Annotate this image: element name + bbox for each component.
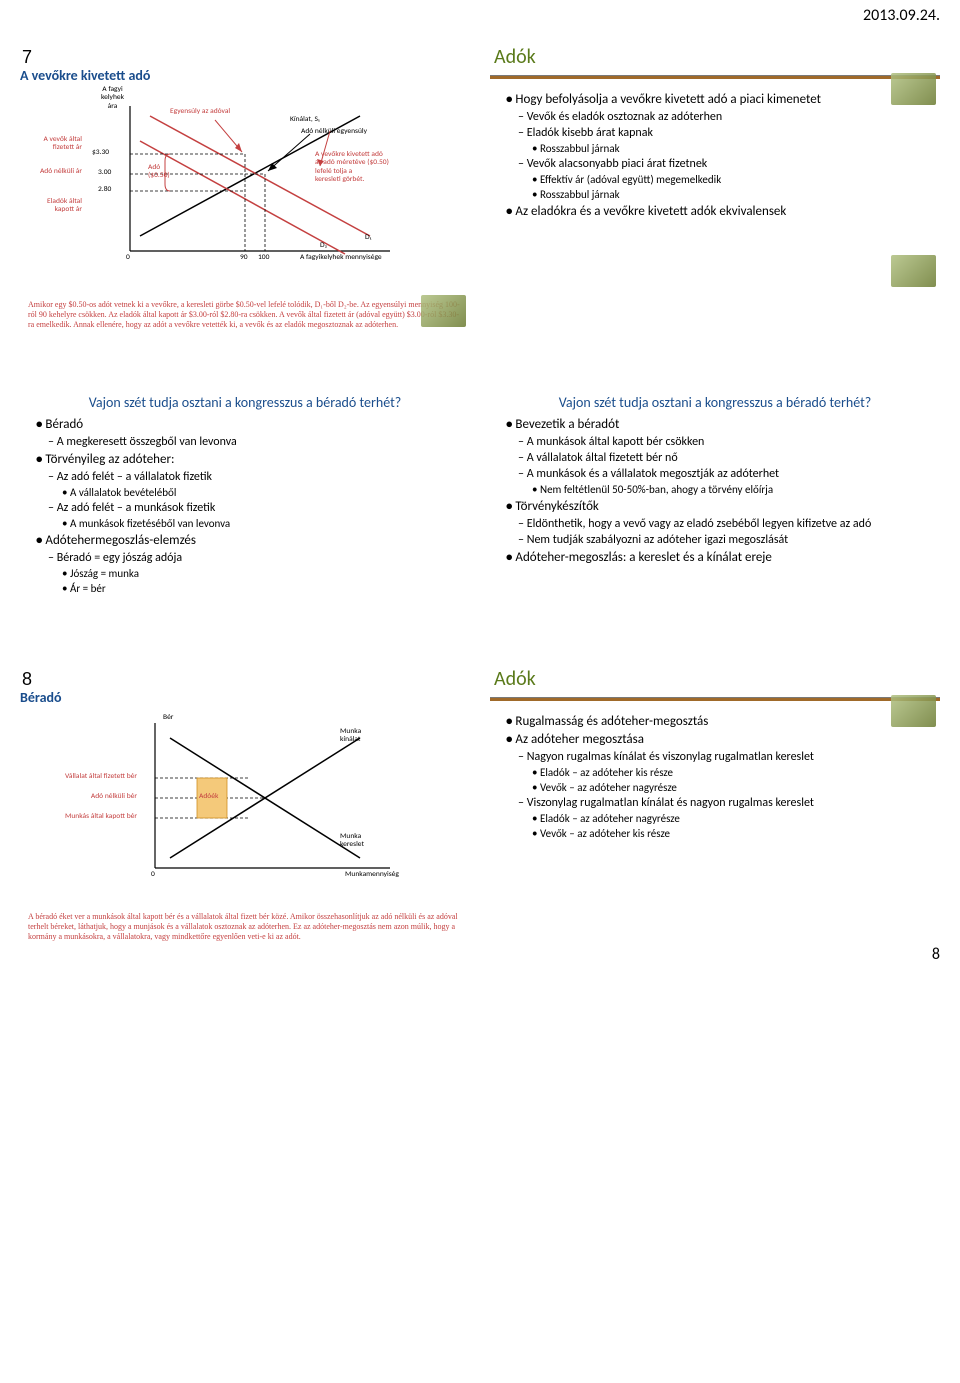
bullet: Az eladókra és a vevőkre kivetett adók e… xyxy=(506,204,930,219)
bullet: Adótehermegoszlás-elemzés xyxy=(36,533,460,548)
bullet: Béradó xyxy=(36,417,460,432)
sub2-bullet: Vevők – az adóteher kis része xyxy=(532,827,930,840)
slide-6: Adók Rugalmasság és adóteher-megosztás A… xyxy=(490,667,940,942)
demand-label: Munkakereslet xyxy=(340,833,390,850)
bullet: Törvényileg az adóteher: xyxy=(36,452,460,467)
price-seller-label: Eladók általkapott ár xyxy=(22,198,82,215)
sub2-bullet: A vállalatok bevételéből xyxy=(62,486,460,499)
sub-bullet: A megkeresett összegből van levonva xyxy=(48,435,460,449)
bullet: Hogy befolyásolja a vevőkre kivetett adó… xyxy=(506,92,930,107)
decor-icon xyxy=(891,255,936,287)
sub-bullet: Viszonylag rugalmatlan kínálat és nagyon… xyxy=(518,796,930,810)
slide-2: Adók Hogy befolyásolja a vevőkre kivetet… xyxy=(490,45,940,330)
sub2-bullet: Rosszabbul járnak xyxy=(532,142,930,155)
y-axis-label: Bér xyxy=(163,714,173,722)
price-3.30: $3.30 xyxy=(92,149,109,157)
supply-label: Kínálat, S₁ xyxy=(290,116,320,124)
slide-title: A vevőkre kivetett adó xyxy=(20,67,470,84)
sub2-bullet: Eladók – az adóteher nagyrésze xyxy=(532,812,930,825)
tax-shift-note: A vevőkre kivetett adóaz adó méretéve ($… xyxy=(315,151,420,184)
sub2-bullet: Vevők – az adóteher nagyrésze xyxy=(532,781,930,794)
slide-number: 7 xyxy=(22,47,32,68)
eq-notax-label: Adó nélküli egyensúly xyxy=(301,128,367,136)
slide-3: Vajon szét tudja osztani a kongresszus a… xyxy=(20,390,470,607)
chart-svg xyxy=(20,86,440,296)
sub-bullet: Nem tudják szabályozni az adóteher igazi… xyxy=(518,533,930,547)
sub-bullet: Eladók kisebb árat kapnak xyxy=(518,126,930,140)
wage-chart: Bér Munkakínálat Munkakereslet Munkamenn… xyxy=(20,708,440,908)
eq-with-tax-label: Egyensúly az adóval xyxy=(170,108,230,116)
x-axis-label: A fagyikelyhek mennyisége xyxy=(300,254,382,262)
slide-title: Adók xyxy=(494,45,940,69)
chart-caption: A béradó éket ver a munkások által kapot… xyxy=(20,912,470,942)
price-3.00: 3.00 xyxy=(98,169,111,177)
x-zero: 0 xyxy=(151,871,155,879)
wedge-label: Adóék xyxy=(199,793,218,801)
x-90: 90 xyxy=(240,254,248,262)
sub-bullet: A munkások és a vállalatok megosztják az… xyxy=(518,467,930,481)
x-zero: 0 xyxy=(126,254,130,262)
x-axis-label: Munkamennyiség xyxy=(345,871,399,879)
sub2-bullet: Nem feltétlenül 50-50%-ban, ahogy a törv… xyxy=(532,483,930,496)
w-notax-label: Adó nélküli bér xyxy=(22,793,137,801)
bullet: Törvénykészítők xyxy=(506,499,930,514)
sub2-bullet: Ár = bér xyxy=(62,582,460,595)
chart-caption: Amikor egy $0.50-os adót vetnek ki a vev… xyxy=(20,300,470,330)
sub2-bullet: Rosszabbul járnak xyxy=(532,188,930,201)
sub-bullet: Az adó felét – a munkások fizetik xyxy=(48,501,460,515)
sub-bullet: A vállalatok által fizetett bér nő xyxy=(518,451,930,465)
sub-bullet: A munkások által kapott bér csökken xyxy=(518,435,930,449)
sub2-bullet: A munkások fizetéséből van levonva xyxy=(62,517,460,530)
bullet: Rugalmasság és adóteher-megosztás xyxy=(506,714,930,729)
x-100: 100 xyxy=(258,254,269,262)
sub2-bullet: Eladók – az adóteher kis része xyxy=(532,766,930,779)
bullet: Adóteher-megoszlás: a kereslet és a kíná… xyxy=(506,550,930,565)
sub-bullet: Nagyon rugalmas kínálat és viszonylag ru… xyxy=(518,750,930,764)
supply-label: Munkakínálat xyxy=(340,728,390,745)
price-notax-label: Adó nélküli ár xyxy=(22,168,82,176)
sub-bullet: Eldönthetik, hogy a vevő vagy az eladó z… xyxy=(518,517,930,531)
bullet: Az adóteher megosztása xyxy=(506,732,930,747)
sub-bullet: Az adó felét – a vállalatok fizetik xyxy=(48,470,460,484)
sub-bullet: Vevők és eladók osztoznak az adóterhen xyxy=(518,110,930,124)
sub-bullet: Béradó = egy jószág adója xyxy=(48,551,460,565)
w-worker-label: Munkás által kapott bér xyxy=(22,813,137,821)
sub2-bullet: Effektív ár (adóval együtt) megemelkedik xyxy=(532,173,930,186)
slide-title: Vajon szét tudja osztani a kongresszus a… xyxy=(490,394,940,411)
slide-4: Vajon szét tudja osztani a kongresszus a… xyxy=(490,390,940,607)
tax-brace-label: Adó($0.50) xyxy=(148,164,178,181)
y-axis-label: A fagyikelyhekára xyxy=(90,86,135,111)
sub2-bullet: Jószág = munka xyxy=(62,567,460,580)
price-buyer-label: A vevők általfizetett ár xyxy=(22,136,82,153)
slide-title: Adók xyxy=(494,667,940,691)
page-number: 8 xyxy=(932,945,940,964)
d2-label: D₂ xyxy=(320,242,327,250)
slide-1: 7 A vevőkre kivetett adó xyxy=(20,45,470,330)
date-header: 2013.09.24. xyxy=(863,6,940,25)
tax-chart: A fagyikelyhekára Egyensúly az adóval Kí… xyxy=(20,86,440,296)
slide-5: 8 Béradó Bér Munkakínálat Munkakereslet xyxy=(20,667,470,942)
d1-label: D₁ xyxy=(365,234,371,242)
w-firm-label: Vállalat által fizetett bér xyxy=(22,773,137,781)
slide-number: 8 xyxy=(22,669,32,690)
price-2.80: 2.80 xyxy=(98,186,111,194)
sub-bullet: Vevők alacsonyabb piaci árat fizetnek xyxy=(518,157,930,171)
bullet: Bevezetik a béradót xyxy=(506,417,930,432)
slide-title: Béradó xyxy=(20,689,470,706)
slide-title: Vajon szét tudja osztani a kongresszus a… xyxy=(20,394,470,411)
slides-grid: 7 A vevőkre kivetett adó xyxy=(0,0,960,972)
